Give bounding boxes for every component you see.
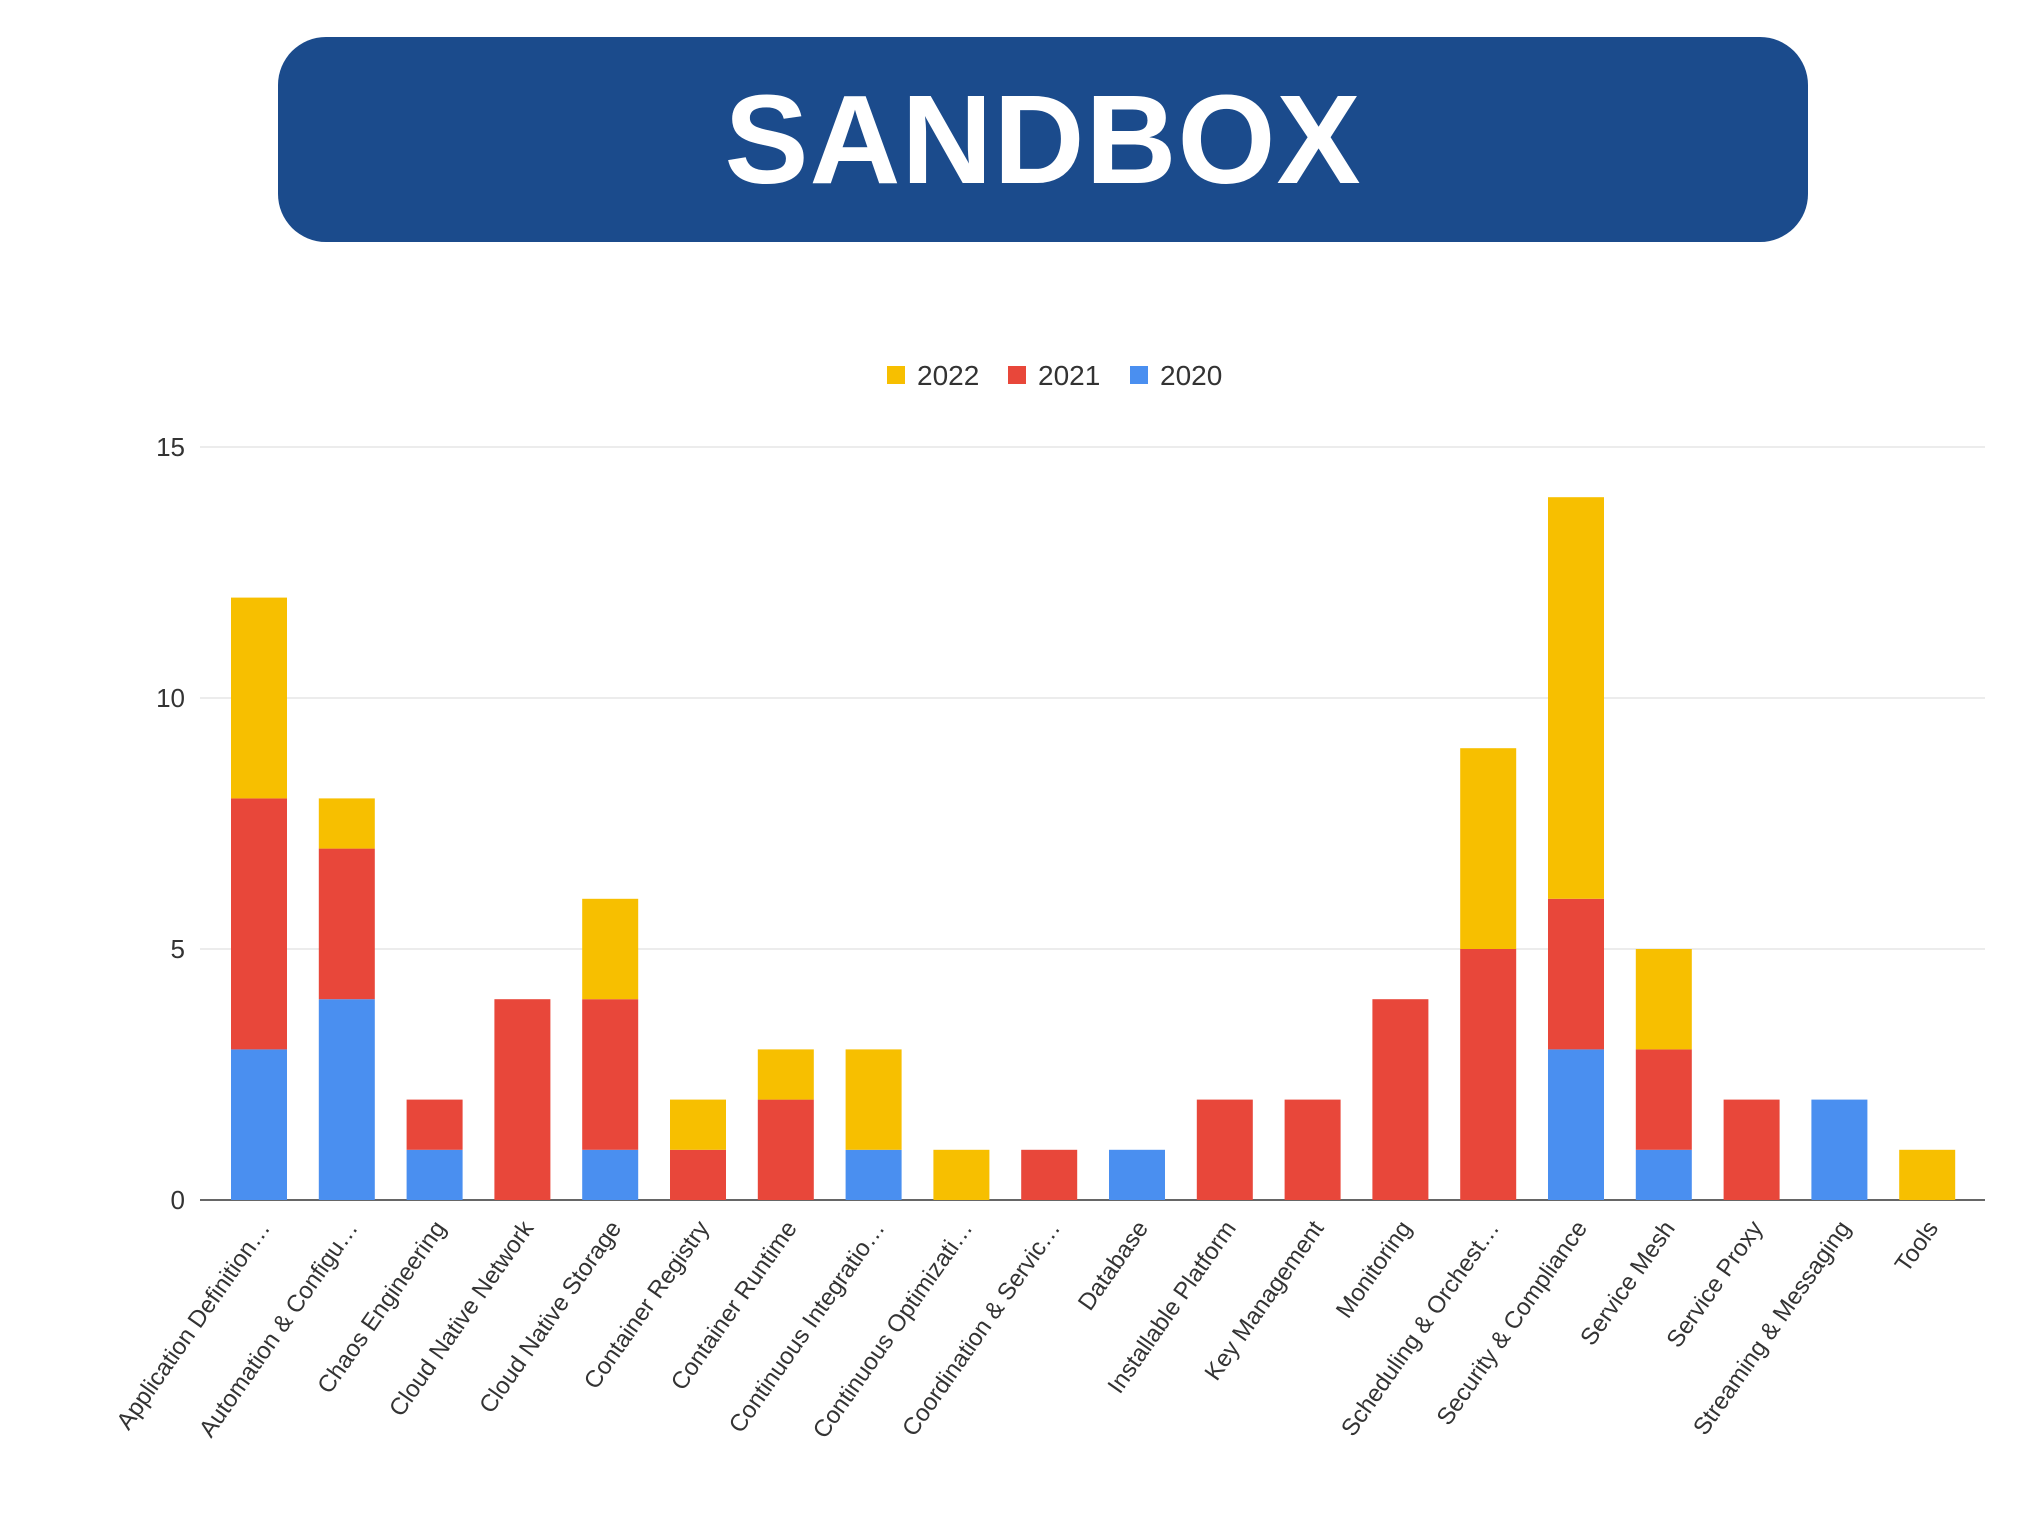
bar-segment-2021 [1635, 1049, 1692, 1150]
bar-segment-2021 [1021, 1149, 1078, 1200]
x-tick-label: Streaming & Messaging [1688, 1216, 1856, 1440]
bar-segment-2020 [1109, 1149, 1165, 1200]
bar-segment-2020 [582, 1149, 639, 1200]
bar-segment-2022 [1548, 497, 1604, 899]
bar-segment-2022 [845, 1049, 902, 1150]
legend-swatch-2022 [887, 366, 905, 384]
x-tick-label: Scheduling & Orchest… [1336, 1216, 1505, 1441]
x-tick-label: Monitoring [1331, 1216, 1417, 1323]
y-tick-label: 5 [171, 934, 185, 964]
legend-label-2022: 2022 [917, 360, 979, 391]
bar-segment-2022 [670, 1099, 726, 1150]
x-tick-label: Continuous Optimizati… [808, 1216, 979, 1443]
legend-swatch-2020 [1130, 366, 1148, 384]
bar-segment-2020 [1548, 1049, 1604, 1200]
bar-segment-2022 [318, 798, 375, 849]
bar-segment-2020 [1811, 1099, 1868, 1200]
x-tick-label: Continuous Integratio… [724, 1216, 891, 1438]
bar-segment-2021 [582, 999, 639, 1150]
bar-segment-2020 [845, 1149, 902, 1200]
x-tick-label: Service Mesh [1575, 1216, 1681, 1351]
bar-segment-2021 [318, 848, 375, 1000]
y-tick-label: 10 [156, 683, 185, 713]
y-tick-label: 15 [156, 432, 185, 462]
bar-segment-2021 [757, 1099, 814, 1200]
bar-segment-2020 [1635, 1149, 1692, 1200]
legend-swatch-2021 [1008, 366, 1026, 384]
legend-label-2021: 2021 [1038, 360, 1100, 391]
bar-segment-2021 [1460, 949, 1517, 1200]
bar-segment-2021 [1196, 1099, 1253, 1200]
bar-segment-2020 [406, 1149, 463, 1200]
bar-segment-2022 [582, 898, 639, 1000]
y-tick-label: 0 [171, 1185, 185, 1215]
bar-segment-2022 [231, 597, 287, 799]
bar-segment-2021 [406, 1099, 463, 1150]
x-tick-label: Application Definition… [111, 1216, 275, 1435]
slide-title: SANDBOX [724, 69, 1362, 210]
bar-segment-2021 [1284, 1099, 1341, 1200]
x-tick-label: Coordination & Servic… [897, 1216, 1066, 1441]
bar-segment-2021 [1372, 999, 1429, 1200]
bar-segment-2022 [1635, 949, 1692, 1050]
bar-segment-2021 [494, 999, 551, 1200]
x-tick-label: Tools [1890, 1216, 1944, 1277]
bar-segment-2021 [231, 798, 287, 1050]
x-tick-label: Automation & Configu… [194, 1216, 364, 1442]
legend-label-2020: 2020 [1160, 360, 1222, 391]
bar-segment-2021 [670, 1149, 726, 1200]
bar-segment-2020 [231, 1049, 287, 1200]
title-banner: SANDBOX [278, 37, 1808, 242]
bar-segment-2022 [1460, 748, 1517, 949]
bar-segment-2020 [318, 999, 375, 1200]
x-tick-label: Database [1073, 1216, 1154, 1316]
bar-segment-2022 [933, 1149, 990, 1200]
bar-segment-2021 [1723, 1099, 1780, 1200]
bar-segment-2022 [1899, 1149, 1956, 1200]
bar-segment-2022 [757, 1049, 814, 1100]
x-tick-label: Security & Compliance [1432, 1216, 1593, 1430]
bar-segment-2021 [1548, 898, 1604, 1050]
